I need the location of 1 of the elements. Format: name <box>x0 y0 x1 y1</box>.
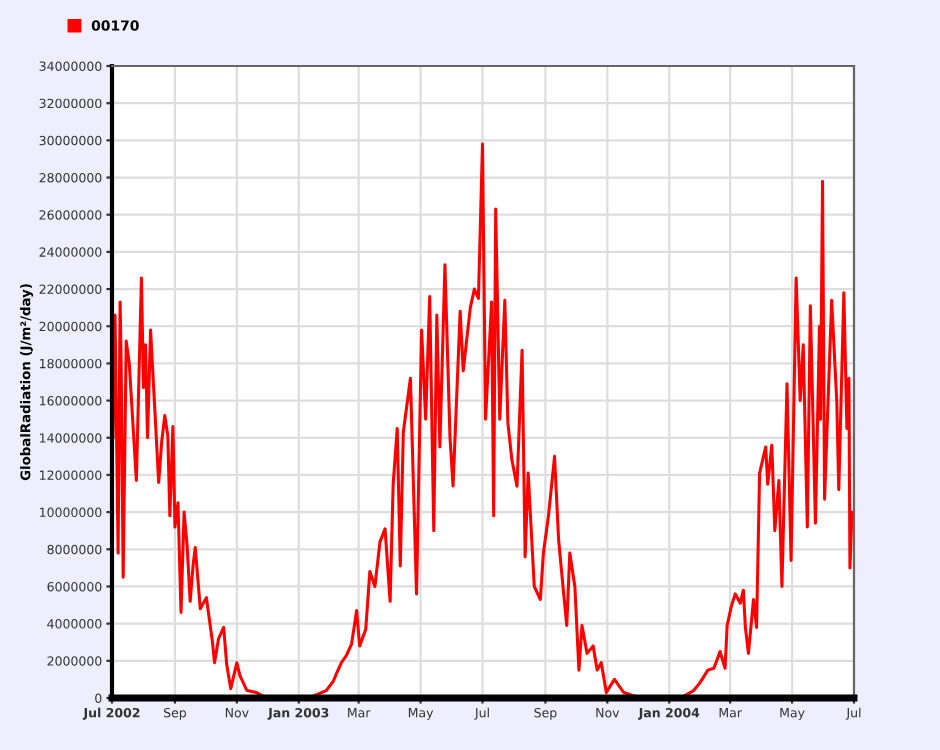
line-series <box>112 142 854 698</box>
